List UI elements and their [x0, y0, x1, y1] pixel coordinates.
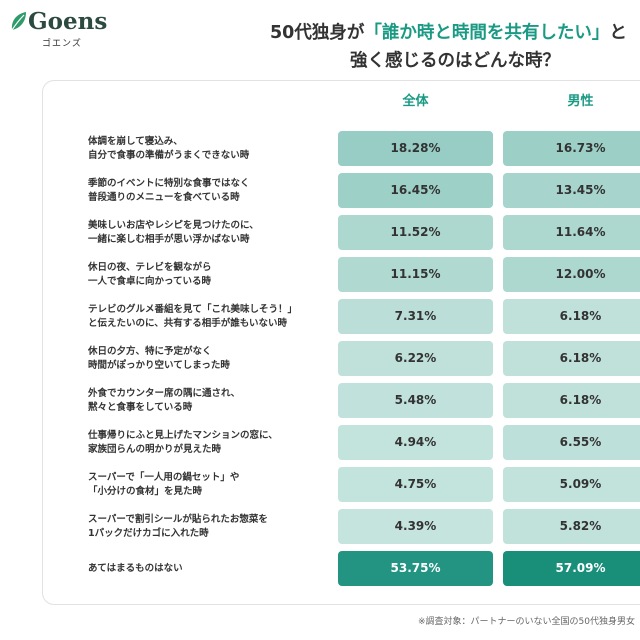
cell-male: 6.18%: [503, 341, 640, 376]
row-label-line: 休日の夜、テレビを観ながら: [88, 261, 212, 273]
table-row: スーパーで「一人用の鍋セット」や 「小分けの食材」を見た時 4.75% 5.09%: [0, 467, 640, 502]
cell-male: 57.09%: [503, 551, 640, 586]
page-title-line2: 強く感じるのはどんな時？: [350, 51, 560, 71]
table-row: スーパーで割引シールが貼られたお惣菜を 1パックだけカゴに入れた時 4.39% 5.8…: [0, 509, 640, 544]
table-row: テレビのグルメ番組を見て「これ美味しそう！」 と伝えたいのに、共有する相手が誰もい…: [0, 299, 640, 334]
row-label-line: スーパーで「一人用の鍋セット」や: [88, 471, 240, 483]
cell-male: 12.00%: [503, 257, 640, 292]
cell-total: 5.48%: [338, 383, 493, 418]
cell-total: 16.45%: [338, 173, 493, 208]
row-label: 季節のイベントに特別な食事ではなく 普段通りのメニューを食べている時: [88, 173, 328, 208]
survey-footnote: ※調査対象：パートナーのいない全国の50代独身男女: [418, 617, 635, 627]
table-row: 休日の夕方、特に予定がなく時間がぽっかり空いてしまった時 6.22% 6.18%: [0, 341, 640, 376]
cell-total: 4.39%: [338, 509, 493, 544]
leaf-icon: [11, 12, 26, 31]
row-label: あてはまるものはない: [88, 551, 328, 586]
logo-kana: ゴエンズ: [42, 39, 82, 49]
cell-male: 6.55%: [503, 425, 640, 460]
row-label-line: テレビのグルメ番組を見て「これ美味しそう！」: [88, 303, 298, 315]
row-label: 体調を崩して寝込み、自分で食事の準備がうまくできない時: [88, 131, 328, 166]
cell-male: 6.18%: [503, 383, 640, 418]
row-label-line: と伝えたいのに、共有する相手が誰もいない時: [88, 317, 288, 329]
row-label: スーパーで割引シールが貼られたお惣菜を 1パックだけカゴに入れた時: [88, 509, 328, 544]
row-label-line: 仕事帰りにふと見上げたマンションの窓に、: [88, 429, 278, 441]
row-label-line: 一人で食卓に向かっている時: [88, 275, 212, 287]
row-label: 休日の夕方、特に予定がなく時間がぽっかり空いてしまった時: [88, 341, 328, 376]
row-label-line: 自分で食事の準備がうまくできない時: [88, 149, 250, 161]
table-row: 休日の夜、テレビを観ながら 一人で食卓に向かっている時 11.15% 12.00%: [0, 257, 640, 292]
table-row: 美味しいお店やレシピを見つけたのに、 一緒に楽しむ相手が思い浮かばない時 11.52…: [0, 215, 640, 250]
row-label-line: 「小分けの食材」を見た時: [88, 485, 203, 497]
page-title-line1: 50代独身が「誰か時と時間を共有したい」と: [270, 19, 627, 44]
row-label: 外食でカウンター席の隅に通され、 黙々と食事をしている時: [88, 383, 328, 418]
cell-male: 13.45%: [503, 173, 640, 208]
row-label-line: スーパーで割引シールが貼られたお惣菜を: [88, 513, 268, 525]
cell-total: 4.75%: [338, 467, 493, 502]
row-label-line: 時間がぽっかり空いてしまった時: [88, 359, 230, 371]
cell-total: 7.31%: [338, 299, 493, 334]
logo-name: Goens: [28, 8, 108, 35]
row-label: スーパーで「一人用の鍋セット」や 「小分けの食材」を見た時: [88, 467, 328, 502]
table-row: 外食でカウンター席の隅に通され、 黙々と食事をしている時 5.48% 6.18%: [0, 383, 640, 418]
row-label: テレビのグルメ番組を見て「これ美味しそう！」 と伝えたいのに、共有する相手が誰もい…: [88, 299, 328, 334]
row-label-line: 黙々と食事をしている時: [88, 401, 193, 413]
row-label-line: 外食でカウンター席の隅に通され、: [88, 387, 241, 399]
row-label-line: 家族団らんの明かりが見えた時: [88, 443, 222, 455]
title-highlight: 「誰か時と時間を共有したい」: [364, 23, 610, 43]
row-label: 仕事帰りにふと見上げたマンションの窓に、 家族団らんの明かりが見えた時: [88, 425, 328, 460]
row-label-line: 美味しいお店やレシピを見つけたのに、: [88, 219, 259, 231]
column-header-total: 全体: [402, 94, 429, 109]
row-label-line: あてはまるものはない: [88, 562, 183, 574]
row-label-line: 休日の夕方、特に予定がなく: [88, 345, 212, 357]
row-label: 休日の夜、テレビを観ながら 一人で食卓に向かっている時: [88, 257, 328, 292]
cell-total: 6.22%: [338, 341, 493, 376]
cell-male: 5.09%: [503, 467, 640, 502]
row-label-line: 季節のイベントに特別な食事ではなく: [88, 177, 250, 189]
row-label-line: 1パックだけカゴに入れた時: [88, 527, 209, 539]
column-header-male: 男性: [567, 94, 594, 109]
brand-logo: Goens ゴエンズ: [8, 8, 108, 49]
title-prefix: 50代独身が: [270, 23, 365, 43]
table-row: 体調を崩して寝込み、自分で食事の準備がうまくできない時 18.28% 16.73%: [0, 131, 640, 166]
cell-male: 16.73%: [503, 131, 640, 166]
cell-total: 4.94%: [338, 425, 493, 460]
cell-total: 11.15%: [338, 257, 493, 292]
row-label-line: 普段通りのメニューを食べている時: [88, 191, 240, 203]
row-label: 美味しいお店やレシピを見つけたのに、 一緒に楽しむ相手が思い浮かばない時: [88, 215, 328, 250]
cell-total: 53.75%: [338, 551, 493, 586]
table-row: 季節のイベントに特別な食事ではなく 普段通りのメニューを食べている時 16.45% 1…: [0, 173, 640, 208]
cell-male: 6.18%: [503, 299, 640, 334]
cell-male: 5.82%: [503, 509, 640, 544]
table-row: あてはまるものはない 53.75% 57.09%: [0, 551, 640, 586]
cell-total: 11.52%: [338, 215, 493, 250]
title-suffix: と: [609, 23, 627, 43]
row-label-line: 一緒に楽しむ相手が思い浮かばない時: [88, 233, 250, 245]
table-row: 仕事帰りにふと見上げたマンションの窓に、 家族団らんの明かりが見えた時 4.94% 6…: [0, 425, 640, 460]
row-label-line: 体調を崩して寝込み、: [88, 135, 183, 147]
cell-total: 18.28%: [338, 131, 493, 166]
cell-male: 11.64%: [503, 215, 640, 250]
